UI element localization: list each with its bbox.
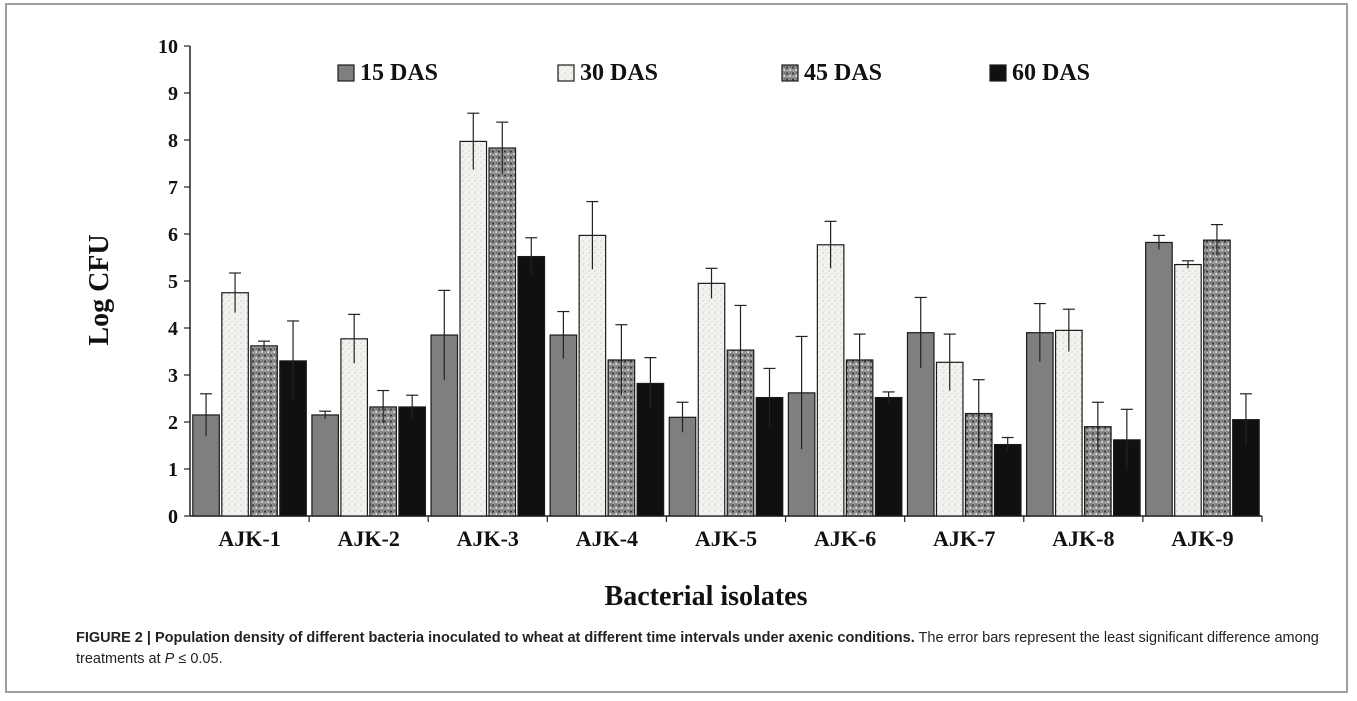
legend-label: 45 DAS: [804, 60, 882, 86]
bar-60-das: [398, 406, 427, 517]
x-tick-label: AJK-4: [576, 526, 638, 551]
x-tick-label: AJK-7: [933, 526, 995, 551]
legend-label: 15 DAS: [360, 60, 438, 86]
bar-15-das: [668, 416, 697, 517]
bars: AJK-1 AJK-2 AJK-3 AJK-4 AJK-5 AJK-6 AJK-7 AJK-8…: [192, 112, 1263, 551]
figure-caption: FIGURE 2 | Population density of differe…: [76, 628, 1331, 670]
y-axis-label: Log CFU: [84, 234, 115, 345]
x-tick-label: AJK-6: [814, 526, 876, 551]
bar-45-das: [845, 359, 874, 517]
bar-30-das: [221, 292, 249, 517]
bar-30-das: [459, 140, 488, 517]
y-tick-label: 6: [168, 224, 178, 246]
bar-30-das: [1174, 263, 1202, 517]
legend-swatch: [337, 64, 355, 82]
bar-60-das: [993, 443, 1022, 517]
y-tick-label: 2: [168, 412, 178, 434]
y-tick-label: 3: [168, 365, 178, 387]
y-tick-label: 10: [158, 36, 178, 58]
bar-15-das: [311, 414, 340, 517]
bar-30-das: [697, 282, 726, 517]
legend-swatch: [557, 64, 575, 82]
x-tick-label: AJK-3: [457, 526, 519, 551]
figure-frame: [5, 3, 1348, 693]
y-tick-label: 8: [168, 130, 178, 152]
bar-15-das: [1145, 241, 1173, 517]
bar-30-das: [1054, 329, 1083, 517]
bar-60-das: [517, 255, 546, 517]
x-tick-label: AJK-2: [338, 526, 400, 551]
y-tick-label: 4: [168, 318, 178, 340]
caption-text: The error bars represent the least signi…: [76, 630, 1319, 667]
legend-label: 60 DAS: [1012, 60, 1090, 86]
y-tick-label: 0: [168, 506, 178, 528]
x-tick-label: AJK-9: [1171, 526, 1233, 551]
x-tick-label: AJK-5: [695, 526, 757, 551]
x-axis-label: Bacterial isolates: [605, 581, 808, 612]
caption-title: FIGURE 2 | Population density of differe…: [76, 630, 915, 646]
x-tick-label: AJK-8: [1052, 526, 1114, 551]
y-tick-label: 7: [168, 177, 178, 199]
y-tick-label: 5: [168, 271, 178, 293]
legend-label: 30 DAS: [580, 60, 658, 86]
bar-45-das: [1203, 239, 1231, 517]
bar-60-das: [279, 360, 307, 517]
x-tick-label: AJK-1: [218, 526, 280, 551]
caption-p-symbol: P: [164, 651, 175, 667]
bar-60-das: [874, 396, 903, 517]
legend: 15 DAS 30 DAS 45 DAS 60 DAS: [337, 60, 1090, 86]
bar-30-das: [340, 338, 369, 517]
bar-45-das: [488, 147, 517, 517]
legend-swatch: [781, 64, 799, 82]
bar-15-das: [549, 334, 578, 517]
bar-30-das: [578, 234, 607, 517]
y-tick-label: 1: [168, 459, 178, 481]
y-tick-label: 9: [168, 83, 178, 105]
bar-30-das: [816, 244, 845, 517]
caption-text-end: ≤ 0.05.: [174, 651, 223, 667]
legend-swatch: [989, 64, 1007, 82]
bar-45-das: [250, 345, 278, 517]
axes: 0 1 2 3 4 5 6 7 8 9 10: [158, 36, 1262, 528]
